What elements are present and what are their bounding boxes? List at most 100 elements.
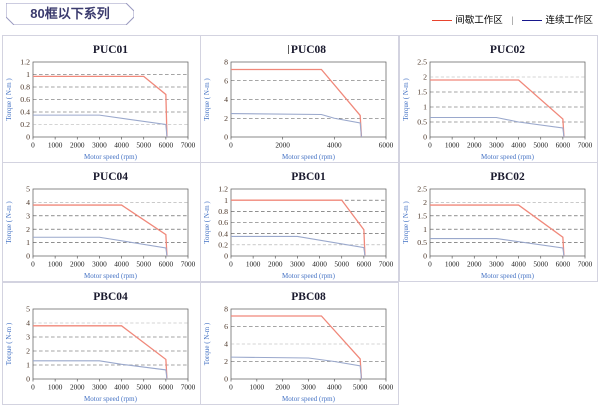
svg-text:PUC02: PUC02 [490,44,525,56]
svg-text:0: 0 [26,375,30,384]
svg-text:Torque ( N-m ): Torque ( N-m ) [402,78,410,121]
svg-text:5: 5 [26,185,30,194]
svg-text:6000: 6000 [379,141,394,150]
svg-text:PBC01: PBC01 [291,171,326,183]
svg-text:PUC04: PUC04 [93,171,128,183]
svg-text:1.5: 1.5 [417,88,427,97]
svg-text:4: 4 [224,340,228,349]
svg-text:PBC08: PBC08 [291,291,326,303]
svg-text:0: 0 [423,252,427,261]
svg-text:1.2: 1.2 [20,58,30,67]
svg-text:7000: 7000 [181,383,196,392]
svg-text:0: 0 [229,141,233,150]
svg-text:4000: 4000 [511,260,526,269]
svg-text:1: 1 [26,361,30,370]
svg-text:0.4: 0.4 [218,229,228,238]
svg-text:2000: 2000 [70,141,85,150]
svg-text:7000: 7000 [578,260,593,269]
svg-text:Torque ( N-m ): Torque ( N-m ) [402,201,410,244]
svg-text:2000: 2000 [70,383,85,392]
svg-text:0: 0 [423,133,427,142]
svg-text:4000: 4000 [114,383,129,392]
svg-text:5000: 5000 [353,383,368,392]
svg-text:1: 1 [26,70,30,79]
svg-text:2000: 2000 [467,141,482,150]
svg-text:0.5: 0.5 [417,238,427,247]
svg-text:2: 2 [26,347,30,356]
svg-text:3000: 3000 [301,383,316,392]
svg-text:1: 1 [224,196,228,205]
svg-text:4: 4 [26,319,30,328]
svg-text:PUC01: PUC01 [93,44,128,56]
svg-text:0: 0 [229,260,233,269]
svg-text:0.4: 0.4 [20,108,30,117]
svg-text:2000: 2000 [275,383,290,392]
svg-text:Torque ( N-m ): Torque ( N-m ) [203,322,211,365]
svg-text:Motor speed (rpm): Motor speed (rpm) [84,395,138,403]
svg-text:2: 2 [423,73,427,82]
svg-text:1: 1 [26,238,30,247]
svg-text:0: 0 [31,383,35,392]
svg-text:7000: 7000 [578,141,593,150]
svg-text:1.2: 1.2 [218,185,228,194]
svg-text:1000: 1000 [48,260,63,269]
svg-text:80框以下系列: 80框以下系列 [30,6,109,21]
svg-text:0: 0 [229,383,233,392]
svg-text:4000: 4000 [114,260,129,269]
svg-text:5000: 5000 [136,260,151,269]
svg-text:4000: 4000 [327,141,342,150]
svg-text:2000: 2000 [467,260,482,269]
svg-text:2: 2 [224,114,228,123]
svg-text:Torque ( N-m ): Torque ( N-m ) [203,201,211,244]
svg-text:0: 0 [428,260,432,269]
svg-text:5000: 5000 [136,383,151,392]
svg-text:Motor speed (rpm): Motor speed (rpm) [84,272,138,280]
svg-text:4000: 4000 [312,260,327,269]
svg-text:0.2: 0.2 [20,120,30,129]
svg-text:3000: 3000 [92,141,107,150]
svg-text:6000: 6000 [556,260,571,269]
svg-text:Torque ( N-m ): Torque ( N-m ) [5,322,13,365]
svg-text:6000: 6000 [159,141,174,150]
svg-text:3000: 3000 [489,141,504,150]
svg-text:0: 0 [224,133,228,142]
svg-text:5000: 5000 [533,141,548,150]
svg-text:Motor speed (rpm): Motor speed (rpm) [282,153,336,161]
svg-text:6: 6 [224,76,228,85]
svg-text:Torque ( N-m ): Torque ( N-m ) [203,78,211,121]
svg-text:2: 2 [423,198,427,207]
svg-text:7000: 7000 [181,260,196,269]
svg-text:3: 3 [26,333,30,342]
svg-text:Torque ( N-m ): Torque ( N-m ) [5,201,13,244]
svg-text:5000: 5000 [334,260,349,269]
svg-text:1000: 1000 [445,141,460,150]
svg-text:3000: 3000 [92,383,107,392]
svg-text:1000: 1000 [445,260,460,269]
svg-text:3000: 3000 [290,260,305,269]
svg-text:6000: 6000 [556,141,571,150]
svg-text:4000: 4000 [114,141,129,150]
svg-text:Motor speed (rpm): Motor speed (rpm) [481,272,535,280]
svg-text:0: 0 [224,252,228,261]
svg-text:Motor speed (rpm): Motor speed (rpm) [481,153,535,161]
svg-text:3000: 3000 [92,260,107,269]
svg-text:5000: 5000 [533,260,548,269]
svg-text:7000: 7000 [379,260,394,269]
svg-text:0.6: 0.6 [20,95,30,104]
svg-text:2000: 2000 [275,141,290,150]
svg-text:1000: 1000 [48,383,63,392]
svg-text:2000: 2000 [268,260,283,269]
svg-text:0.8: 0.8 [218,207,228,216]
svg-text:0.8: 0.8 [20,83,30,92]
svg-text:8: 8 [224,58,228,67]
svg-text:2.5: 2.5 [417,58,427,67]
svg-text:6000: 6000 [357,260,372,269]
svg-text:PBC04: PBC04 [93,291,128,303]
svg-text:5000: 5000 [136,141,151,150]
svg-text:0: 0 [26,252,30,261]
svg-text:0.6: 0.6 [218,218,228,227]
svg-text:3000: 3000 [489,260,504,269]
svg-text:4000: 4000 [327,383,342,392]
svg-text:0: 0 [31,260,35,269]
svg-text:8: 8 [224,305,228,314]
